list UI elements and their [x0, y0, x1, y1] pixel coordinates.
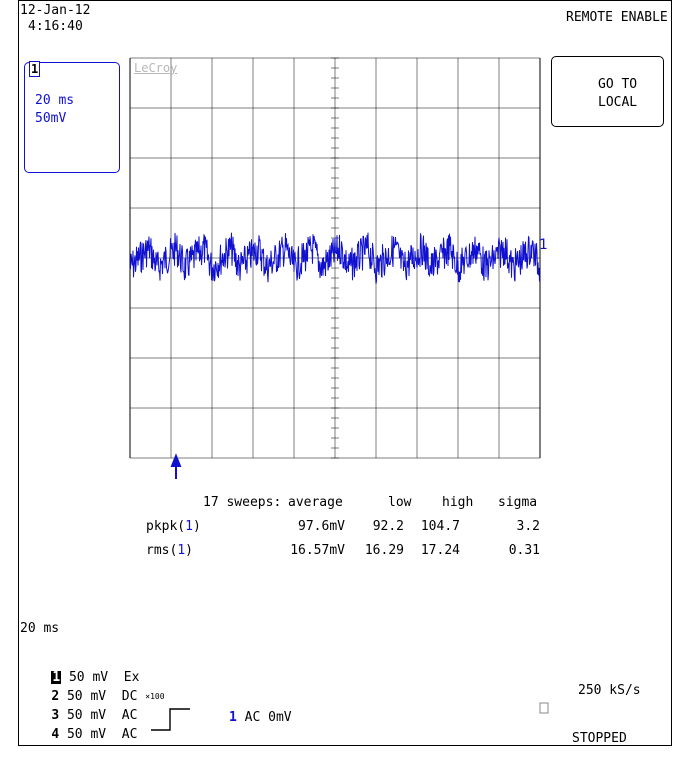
- channel-number-badge: 1: [51, 670, 62, 685]
- stats-header-sigma: sigma: [498, 495, 538, 510]
- channel1-descriptor-box[interactable]: 1 20 ms 50mV: [24, 61, 120, 173]
- trace-channel-marker[interactable]: 1: [539, 237, 548, 253]
- grid-lines: [129, 57, 541, 459]
- stats-param-label: pkpk(1): [146, 519, 201, 534]
- sample-rate: 250 kS/s: [578, 683, 641, 698]
- probe-attenuation: ×100: [145, 692, 165, 701]
- channel-number: 2: [51, 689, 60, 704]
- go-to-local-line2: LOCAL: [598, 95, 638, 110]
- trigger-position-arrow: [170, 453, 182, 479]
- stats-header-low: low: [388, 495, 412, 510]
- channel-row-2[interactable]: 2 50 mV DC ×100: [51, 689, 165, 704]
- stats-value-sigma: 0.31: [508, 543, 540, 558]
- channel-number: 4: [51, 727, 60, 742]
- channel-row-4[interactable]: 4 50 mV AC: [51, 727, 138, 742]
- scope-screen-frame: [18, 0, 672, 746]
- go-to-local-line1: GO TO: [598, 77, 638, 92]
- lecroy-logo: LeCroy: [134, 61, 178, 75]
- channel1-tag: 1: [29, 61, 41, 77]
- stats-value-low: 16.29: [364, 543, 404, 558]
- waveform-trace: [129, 232, 541, 284]
- remote-status: REMOTE ENABLE: [566, 10, 668, 25]
- center-axis-ticks: [331, 57, 339, 459]
- channel1-timebase: 20 ms: [35, 93, 75, 108]
- sweeps-count: 17 sweeps:: [203, 495, 282, 510]
- stats-param-label: rms(1): [146, 543, 193, 558]
- channel-row-3[interactable]: 3 50 mV AC: [51, 708, 138, 723]
- trigger-setting[interactable]: 1 AC 0mV: [229, 710, 292, 725]
- trigger-edge-icon: [151, 708, 190, 731]
- stats-value-low: 92.2: [372, 519, 404, 534]
- stats-header-high: high: [442, 495, 474, 510]
- date-readout: 12-Jan-12: [20, 3, 91, 18]
- go-to-local-button[interactable]: GO TO LOCAL: [551, 56, 664, 127]
- acquisition-status: STOPPED: [572, 731, 627, 746]
- channel-row-1[interactable]: 1 50 mV Ex: [51, 670, 140, 685]
- stats-value-average: 16.57mV: [290, 543, 345, 558]
- bottom-timebase[interactable]: 20 ms: [20, 621, 60, 636]
- stats-value-sigma: 3.2: [516, 519, 540, 534]
- channel1-volts-per-div: 50mV: [35, 111, 67, 126]
- status-indicator-square: [539, 702, 549, 714]
- stats-header-average: average: [288, 495, 343, 510]
- stats-value-high: 17.24: [420, 543, 460, 558]
- stats-value-average: 97.6mV: [298, 519, 345, 534]
- channel-number: 3: [51, 708, 60, 723]
- time-readout: 4:16:40: [28, 19, 83, 34]
- stats-value-high: 104.7: [420, 519, 460, 534]
